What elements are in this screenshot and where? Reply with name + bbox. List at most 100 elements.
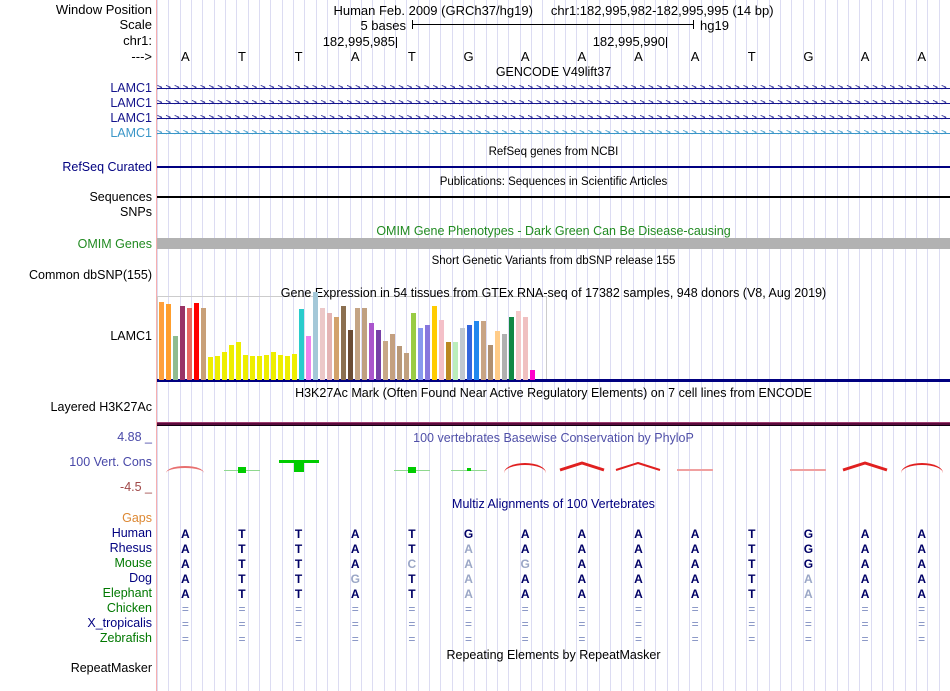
gtex-tissue-bar[interactable] <box>397 346 402 380</box>
species-label[interactable]: Rhesus <box>109 541 152 555</box>
alignment-base-cell[interactable]: A <box>634 572 643 586</box>
gene-exon-arrows[interactable]: >>>>>>>>>>>>>>>>>>>>>>>>>>>>>>>>>>>>>>>>… <box>157 97 950 110</box>
phylop-positive-arc[interactable] <box>166 466 205 473</box>
gtex-title[interactable]: Gene Expression in 54 tissues from GTEx … <box>280 286 827 300</box>
dbsnp-title[interactable]: Short Genetic Variants from dbSNP releas… <box>431 255 676 267</box>
alignment-base-cell[interactable]: A <box>577 542 587 556</box>
gtex-tissue-bar[interactable] <box>306 336 311 380</box>
gtex-tissue-bar[interactable] <box>439 320 444 380</box>
alignment-gap-cell[interactable]: = <box>238 617 246 631</box>
alignment-base-cell[interactable]: T <box>408 587 416 601</box>
alignment-base-cell[interactable]: G <box>803 542 814 556</box>
alignment-base-cell[interactable]: A <box>577 557 587 571</box>
gtex-tissue-bar[interactable] <box>285 356 290 380</box>
gtex-tissue-bar[interactable] <box>222 352 227 380</box>
alignment-base-cell[interactable]: T <box>408 527 416 541</box>
alignment-base-cell[interactable]: T <box>294 572 303 586</box>
gtex-tissue-bar[interactable] <box>187 308 192 380</box>
alignment-gap-cell[interactable]: = <box>918 617 926 631</box>
gtex-tissue-bar[interactable] <box>215 356 220 380</box>
alignment-gap-cell[interactable]: = <box>465 617 473 631</box>
gtex-tissue-bar[interactable] <box>236 342 241 380</box>
alignment-base-cell[interactable]: T <box>748 572 756 586</box>
alignment-gap-cell[interactable]: = <box>181 632 189 646</box>
alignment-gap-cell[interactable]: = <box>351 617 359 631</box>
gtex-tissue-bar[interactable] <box>327 313 332 380</box>
gtex-tissue-bar[interactable] <box>509 317 514 380</box>
alignment-base-cell[interactable]: A <box>634 557 643 571</box>
gene-label[interactable]: LAMC1 <box>110 81 152 95</box>
alignment-gap-cell[interactable]: = <box>691 632 699 646</box>
gtex-tissue-bar[interactable] <box>271 352 276 380</box>
alignment-base-cell[interactable]: A <box>577 527 587 541</box>
gtex-tissue-bar[interactable] <box>159 302 164 380</box>
alignment-gap-cell[interactable]: = <box>181 602 189 616</box>
gtex-tissue-bar[interactable] <box>180 306 185 380</box>
alignment-gap-cell[interactable]: = <box>748 617 756 631</box>
alignment-gap-cell[interactable]: = <box>408 602 416 616</box>
alignment-base-cell[interactable]: T <box>238 587 246 601</box>
gtex-tissue-bar[interactable] <box>348 330 353 380</box>
alignment-base-cell[interactable]: T <box>748 542 756 556</box>
alignment-gap-cell[interactable]: = <box>408 617 416 631</box>
alignment-gap-cell[interactable]: = <box>748 632 756 646</box>
alignment-gap-cell[interactable]: = <box>748 602 756 616</box>
omim-title[interactable]: OMIM Gene Phenotypes - Dark Green Can Be… <box>376 224 731 238</box>
alignment-gap-cell[interactable]: = <box>295 632 303 646</box>
alignment-gap-cell[interactable]: = <box>804 632 812 646</box>
h3k27ac-label[interactable]: Layered H3K27Ac <box>50 400 152 414</box>
alignment-base-cell[interactable]: A <box>634 587 643 601</box>
alignment-base-cell[interactable]: A <box>577 587 587 601</box>
alignment-gap-cell[interactable]: = <box>861 602 869 616</box>
gtex-tissue-bar[interactable] <box>166 304 171 380</box>
gene-label[interactable]: LAMC1 <box>110 111 152 125</box>
repeatmasker-label[interactable]: RepeatMasker <box>70 661 152 675</box>
phylop-positive-tent[interactable] <box>559 461 605 472</box>
alignment-base-cell[interactable]: A <box>917 557 926 571</box>
gene-exon-arrows[interactable]: >>>>>>>>>>>>>>>>>>>>>>>>>>>>>>>>>>>>>>>>… <box>157 82 950 95</box>
alignment-base-cell[interactable]: T <box>408 542 416 556</box>
omim-genes-label[interactable]: OMIM Genes <box>77 237 152 251</box>
alignment-base-cell[interactable]: A <box>180 557 190 571</box>
alignment-gap-cell[interactable]: = <box>804 617 812 631</box>
alignment-gap-cell[interactable]: = <box>521 632 529 646</box>
gene-label[interactable]: LAMC1 <box>110 126 152 140</box>
alignment-gap-cell[interactable]: = <box>634 617 642 631</box>
alignment-base-cell[interactable]: A <box>690 557 700 571</box>
alignment-base-cell[interactable]: A <box>520 542 530 556</box>
alignment-base-cell[interactable]: A <box>860 557 870 571</box>
species-label[interactable]: Chicken <box>106 601 152 615</box>
gtex-tissue-bar[interactable] <box>516 311 521 380</box>
multiz-title[interactable]: Multiz Alignments of 100 Vertebrates <box>452 497 655 511</box>
phylop-title[interactable]: 100 vertebrates Basewise Conservation by… <box>413 431 694 445</box>
phylop-negative-block[interactable] <box>293 460 304 472</box>
species-label[interactable]: Gaps <box>122 511 152 525</box>
species-label[interactable]: X_tropicalis <box>87 616 152 630</box>
alignment-base-cell[interactable]: T <box>294 527 303 541</box>
gene-exon-arrows[interactable]: >>>>>>>>>>>>>>>>>>>>>>>>>>>>>>>>>>>>>>>>… <box>157 127 950 140</box>
alignment-base-cell[interactable]: T <box>238 557 246 571</box>
gtex-tissue-bar[interactable] <box>362 308 367 380</box>
alignment-base-cell[interactable]: A <box>634 542 643 556</box>
alignment-gap-cell[interactable]: = <box>804 602 812 616</box>
gtex-tissue-bar[interactable] <box>257 356 262 380</box>
alignment-gap-cell[interactable]: = <box>691 602 699 616</box>
repeatmasker-title[interactable]: Repeating Elements by RepeatMasker <box>446 648 661 662</box>
phylop-positive-arc[interactable] <box>504 463 547 473</box>
alignment-gap-cell[interactable]: = <box>465 632 473 646</box>
phylop-negative-dot[interactable] <box>466 468 471 471</box>
gene-label[interactable]: LAMC1 <box>110 96 152 110</box>
alignment-base-cell[interactable]: A <box>804 572 813 586</box>
alignment-gap-cell[interactable]: = <box>408 632 416 646</box>
alignment-base-cell[interactable]: A <box>464 587 473 601</box>
alignment-base-cell[interactable]: A <box>464 572 473 586</box>
alignment-base-cell[interactable]: T <box>238 542 246 556</box>
gtex-tissue-bar[interactable] <box>404 353 409 380</box>
refseq-curated-label[interactable]: RefSeq Curated <box>62 160 152 174</box>
alignment-base-cell[interactable]: A <box>917 587 926 601</box>
alignment-base-cell[interactable]: A <box>860 527 870 541</box>
gtex-tissue-bar[interactable] <box>201 308 206 380</box>
gencode-title[interactable]: GENCODE V49lift37 <box>495 65 612 79</box>
phylop-positive-tent[interactable] <box>615 461 661 472</box>
gtex-tissue-bar[interactable] <box>446 342 451 380</box>
